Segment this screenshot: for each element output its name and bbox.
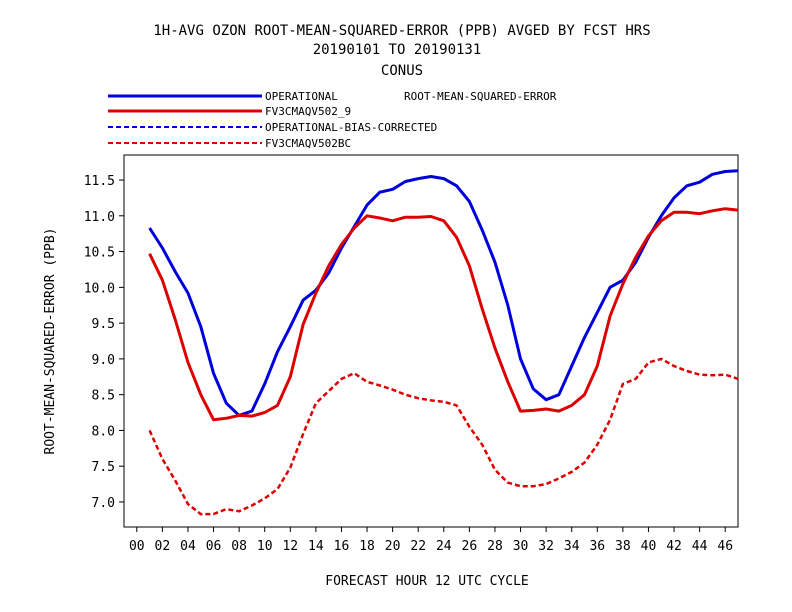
x-tick-label: 18 bbox=[359, 539, 375, 554]
chart-title-line-3: CONUS bbox=[381, 63, 423, 79]
x-tick-label: 28 bbox=[487, 539, 503, 554]
series-layer bbox=[148, 169, 739, 516]
x-axis-title: FORECAST HOUR 12 UTC CYCLE bbox=[325, 574, 529, 589]
legend-label-operational: OPERATIONAL bbox=[265, 90, 338, 103]
y-axis-title: ROOT-MEAN-SQUARED-ERROR (PPB) bbox=[43, 228, 58, 455]
y-tick-label: 7.0 bbox=[92, 496, 115, 511]
x-tick-label: 16 bbox=[334, 539, 350, 554]
x-tick-label: 08 bbox=[231, 539, 247, 554]
y-tick-label: 11.5 bbox=[84, 174, 115, 189]
legend-label-fv3cmaqv502bc: FV3CMAQV502BC bbox=[265, 137, 351, 150]
x-tick-label: 32 bbox=[538, 539, 554, 554]
y-tick-label: 11.0 bbox=[84, 210, 115, 225]
series-line-fv3cmaqv502bc bbox=[148, 357, 739, 516]
x-tick-label: 42 bbox=[666, 539, 682, 554]
series-line-operational bbox=[148, 169, 739, 417]
x-tick-label: 44 bbox=[692, 539, 708, 554]
legend-label-operational-bias-corrected: OPERATIONAL-BIAS-CORRECTED bbox=[265, 121, 437, 134]
legend-label-fv3cmaqv502-9: FV3CMAQV502_9 bbox=[265, 105, 351, 118]
x-tick-label: 26 bbox=[462, 539, 478, 554]
x-tick-label: 10 bbox=[257, 539, 273, 554]
y-tick-label: 10.5 bbox=[84, 246, 115, 261]
x-axis: 00 02 04 06 08 10 12 14 16 18 20 22 24 26 28 30 32 34 36 38… bbox=[129, 527, 733, 554]
x-tick-label: 22 bbox=[410, 539, 426, 554]
x-tick-label: 20 bbox=[385, 539, 401, 554]
x-tick-label: 40 bbox=[641, 539, 657, 554]
y-tick-label: 9.0 bbox=[92, 353, 115, 368]
x-tick-label: 46 bbox=[717, 539, 733, 554]
y-tick-label: 8.5 bbox=[92, 389, 115, 404]
x-tick-label: 04 bbox=[180, 539, 196, 554]
x-tick-label: 36 bbox=[589, 539, 605, 554]
chart-title-line-1: 1H-AVG OZON ROOT-MEAN-SQUARED-ERROR (PPB… bbox=[153, 23, 650, 39]
y-tick-label: 10.0 bbox=[84, 281, 115, 296]
x-tick-label: 06 bbox=[206, 539, 222, 554]
y-tick-label: 8.0 bbox=[92, 424, 115, 439]
x-tick-label: 12 bbox=[282, 539, 298, 554]
y-axis: 7.0 7.5 8.0 8.5 9.0 9.5 10.0 10.5 11.0 11.5 bbox=[84, 174, 124, 511]
legend: OPERATIONAL ROOT-MEAN-SQUARED-ERROR FV3C… bbox=[108, 90, 557, 150]
x-tick-label: 00 bbox=[129, 539, 145, 554]
series-line-fv3cmaqv502-9 bbox=[148, 207, 739, 422]
x-tick-label: 14 bbox=[308, 539, 324, 554]
y-tick-label: 7.5 bbox=[92, 460, 115, 475]
y-tick-label: 9.5 bbox=[92, 317, 115, 332]
x-tick-label: 38 bbox=[615, 539, 631, 554]
chart-title: 1H-AVG OZON ROOT-MEAN-SQUARED-ERROR (PPB… bbox=[153, 23, 650, 79]
x-tick-label: 34 bbox=[564, 539, 580, 554]
x-tick-label: 30 bbox=[513, 539, 529, 554]
chart-title-line-2: 20190101 TO 20190131 bbox=[313, 42, 482, 58]
plot-frame bbox=[123, 154, 739, 528]
x-tick-label: 02 bbox=[155, 539, 171, 554]
x-tick-label: 24 bbox=[436, 539, 452, 554]
legend-header-metric: ROOT-MEAN-SQUARED-ERROR bbox=[404, 90, 557, 103]
